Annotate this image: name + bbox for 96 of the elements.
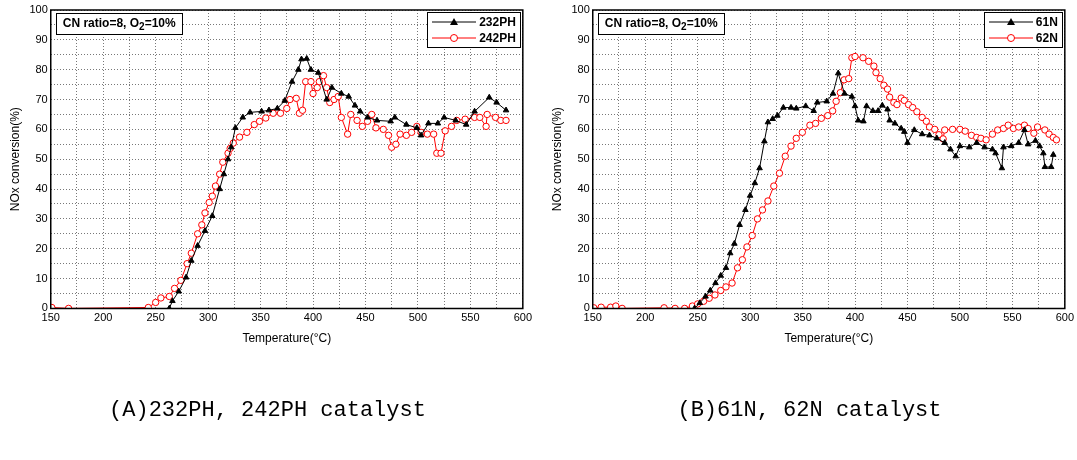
y-tick-label: 0 [583,301,590,314]
point [298,55,305,62]
y-tick-label: 40 [577,182,590,195]
x-tick-label: 300 [740,311,760,324]
y-tick-label: 100 [29,3,48,16]
y-tick-label: 40 [35,182,48,195]
point [391,113,399,120]
x-tick-label: 600 [1055,311,1074,324]
legend-label: 62N [1035,31,1058,45]
y-tick-label: 0 [41,301,48,314]
point [265,106,273,113]
legend-label: 61N [1035,15,1058,29]
point [209,212,216,218]
point [351,101,359,108]
x-tick-label: 400 [303,311,323,324]
y-tick-label: 50 [35,152,48,165]
x-tick-label: 150 [583,311,602,324]
x-tick-label: 550 [1003,311,1022,324]
point [403,120,410,127]
y-tick-label: 70 [577,92,590,105]
point [175,287,183,294]
point [485,93,493,100]
x-tick-label: 450 [356,311,375,324]
text: CN ratio=8, O$_{2}$=10% [55,13,183,36]
point [323,95,330,102]
y-tick-label: 50 [577,152,590,165]
point [182,273,190,280]
point [314,68,322,75]
point [493,98,500,105]
point [364,113,371,120]
y-tick-label: 10 [35,271,48,284]
point [425,119,432,126]
y-tick-label: 20 [35,241,48,254]
point [345,92,352,99]
point [224,155,232,162]
point [169,297,176,304]
y-axis-title: NOx conversion(%) [549,107,564,212]
x-tick-label: 200 [94,311,113,324]
point [338,89,345,96]
y-tick-label: 70 [35,92,48,105]
text: (A)232PH, 242PH catalyst [108,398,427,423]
y-tick-label: 10 [577,271,590,284]
y-tick-label: 30 [35,211,48,224]
point [239,113,246,120]
x-tick-label: 300 [198,311,218,324]
point [220,170,228,177]
point [246,108,254,115]
point [387,117,394,124]
point [194,242,201,248]
point [471,107,478,114]
y-tick-label: 60 [577,122,590,135]
x-tick-label: 250 [688,311,707,324]
x-tick-label: 350 [793,311,812,324]
point [201,227,209,233]
x-tick-label: 500 [950,311,970,324]
y-axis-title: NOx conversion(%) [7,107,22,212]
legend-label: 232PH [479,15,516,29]
y-tick-label: 90 [35,32,48,45]
x-axis-title: Temperature(°C) [242,331,332,346]
point [373,116,381,123]
point [288,77,296,84]
x-tick-label: 150 [41,311,60,324]
text: CN ratio=8, O$_{2}$=10% [597,13,725,36]
y-tick-label: 100 [571,3,590,16]
y-tick-label: 20 [577,241,590,254]
x-tick-label: 400 [845,311,865,324]
point [307,65,315,72]
point [216,185,223,192]
point [274,104,281,111]
point [232,124,239,130]
y-tick-label: 30 [577,211,590,224]
y-tick-label: 60 [35,122,48,135]
x-axis-title: Temperature(°C) [784,331,874,346]
legend-label: 242PH [479,31,516,45]
point [281,97,288,103]
y-tick-label: 80 [577,62,590,75]
x-tick-label: 200 [636,311,655,324]
text: (B)61N, 62N catalyst [676,398,943,423]
x-tick-label: 500 [408,311,428,324]
x-tick-label: 450 [898,311,917,324]
point [502,106,510,113]
point [188,256,195,263]
point [440,113,448,120]
y-tick-label: 80 [35,62,48,75]
x-tick-label: 600 [513,311,532,324]
x-tick-label: 350 [251,311,270,324]
point [462,120,470,127]
y-tick-label: 90 [577,32,590,45]
point [356,107,364,114]
point [295,65,302,72]
point [434,119,442,126]
point [303,54,310,61]
x-tick-label: 550 [461,311,480,324]
x-tick-label: 250 [146,311,165,324]
point [258,107,265,114]
point [328,83,336,90]
